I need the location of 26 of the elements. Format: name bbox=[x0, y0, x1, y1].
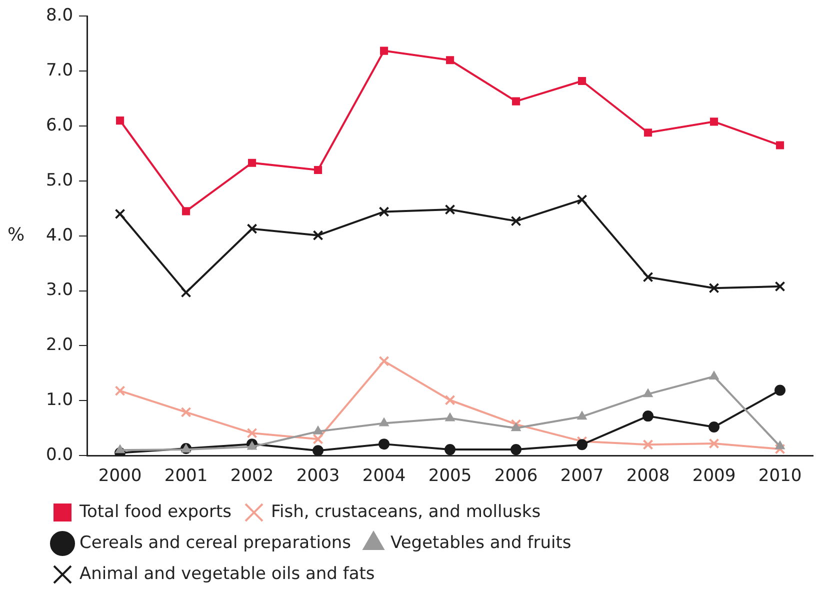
x-tick-label: 2004 bbox=[362, 466, 406, 486]
legend-label: Vegetables and fruits bbox=[390, 532, 572, 553]
x-tick-label: 2003 bbox=[296, 466, 340, 486]
x-tick-label: 2008 bbox=[626, 466, 670, 486]
y-tick-label: 6.0 bbox=[46, 115, 74, 136]
y-tick-label: 5.0 bbox=[46, 170, 74, 190]
y-tick-label: 0.0 bbox=[46, 445, 74, 466]
y-tick-label: 3.0 bbox=[46, 280, 74, 300]
y-axis-title: % bbox=[7, 224, 25, 246]
legend-label: Total food exports bbox=[78, 502, 232, 522]
x-tick-label: 2000 bbox=[98, 466, 142, 486]
legend-label: Cereals and cereal preparations bbox=[80, 532, 352, 553]
x-tick-label: 2006 bbox=[494, 466, 538, 486]
y-tick-label: 8.0 bbox=[46, 6, 74, 26]
y-tick-label: 1.0 bbox=[46, 390, 74, 410]
y-tick-label: 7.0 bbox=[46, 60, 74, 81]
x-tick-label: 2010 bbox=[758, 466, 802, 486]
y-tick-label: 2.0 bbox=[46, 335, 74, 356]
y-tick-label: 4.0 bbox=[46, 225, 74, 246]
x-tick-label: 2002 bbox=[230, 466, 274, 486]
legend-label: Animal and vegetable oils and fats bbox=[80, 564, 375, 584]
x-tick-label: 2007 bbox=[560, 466, 604, 486]
legend-label: Fish, crustaceans, and mollusks bbox=[271, 502, 541, 522]
x-tick-label: 2005 bbox=[428, 466, 472, 486]
x-tick-label: 2001 bbox=[164, 466, 208, 486]
x-tick-label: 2009 bbox=[692, 466, 736, 486]
